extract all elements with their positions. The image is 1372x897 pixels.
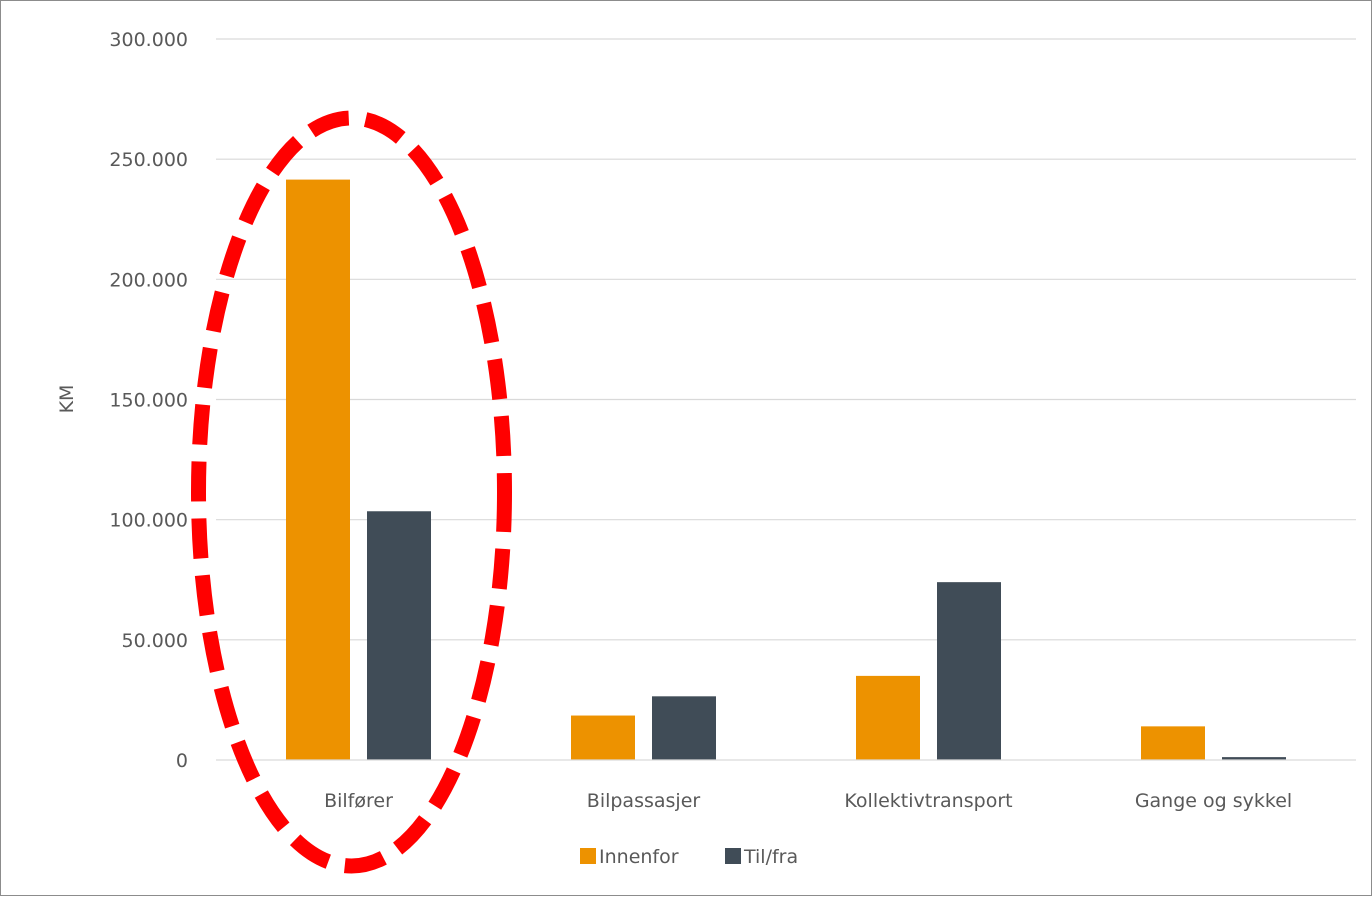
bar-innenfor-0 (286, 179, 350, 761)
legend-swatch (580, 848, 596, 864)
bars (286, 179, 1286, 761)
bar-til-fra-2 (937, 582, 1001, 760)
bar-til-fra-1 (652, 696, 716, 760)
x-axis-categories: Bilfører Bilpassasjer Kollektivtransport Ga… (324, 790, 1292, 812)
y-tick-label: 200.000 (109, 269, 188, 291)
x-category-label: Kollektivtransport (844, 790, 1012, 812)
y-axis-label: KM (56, 385, 78, 414)
y-tick-label: 50.000 (122, 630, 188, 652)
legend-label: Til/fra (743, 846, 798, 868)
legend: Innenfor Til/fra (580, 846, 798, 868)
bar-til-fra-3 (1222, 757, 1286, 760)
x-category-label: Bilfører (324, 790, 393, 812)
y-tick-label: 150.000 (109, 390, 188, 412)
bar-innenfor-2 (856, 675, 920, 760)
x-category-label: Bilpassasjer (587, 790, 701, 812)
y-tick-label: 0 (176, 750, 188, 772)
y-tick-label: 100.000 (109, 510, 188, 532)
bar-til-fra-0 (367, 511, 431, 760)
y-tick-label: 300.000 (109, 29, 188, 51)
highlight-dashed-ellipse (191, 110, 512, 874)
y-tick-label: 250.000 (109, 149, 188, 171)
bar-innenfor-1 (571, 715, 635, 760)
legend-label: Innenfor (599, 846, 679, 868)
y-axis-ticks: 0 50.000 100.000 150.000 200.000 250.000 300.0… (109, 29, 188, 772)
legend-swatch (725, 848, 741, 864)
bar-innenfor-3 (1141, 726, 1205, 760)
x-category-label: Gange og sykkel (1135, 790, 1292, 812)
